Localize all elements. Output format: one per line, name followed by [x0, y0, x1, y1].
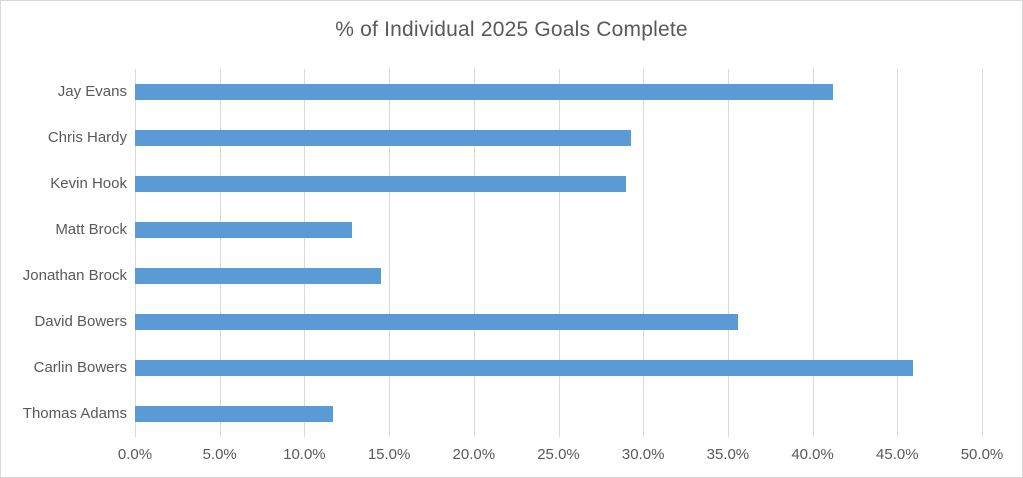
bar-thomas-adams[interactable]	[135, 406, 334, 422]
xtick-label-40.0%: 40.0%	[791, 446, 834, 463]
bar-carlin-bowers[interactable]	[135, 360, 913, 376]
bar-jonathan-brock[interactable]	[135, 268, 381, 284]
bar-kevin-hook[interactable]	[135, 176, 627, 192]
category-label-kevin-hook: Kevin Hook	[50, 175, 127, 192]
category-label-jonathan-brock: Jonathan Brock	[22, 267, 127, 284]
bar-matt-brock[interactable]	[135, 222, 352, 238]
xtick-label-15.0%: 15.0%	[367, 446, 411, 463]
category-label-david-bowers: David Bowers	[34, 313, 127, 330]
gridline-50.0%	[982, 69, 983, 437]
gridline-15.0%	[389, 69, 391, 437]
gridline-35.0%	[727, 69, 729, 437]
xtick-label-10.0%: 10.0%	[283, 446, 326, 463]
gridline-20.0%	[473, 69, 475, 437]
category-label-thomas-adams: Thomas Adams	[22, 405, 127, 422]
xtick-label-25.0%: 25.0%	[537, 446, 580, 463]
xtick-label-20.0%: 20.0%	[452, 446, 496, 463]
bar-david-bowers[interactable]	[135, 314, 739, 330]
gridline-45.0%	[897, 69, 899, 437]
gridline-0.0%	[135, 69, 136, 437]
xtick-label-35.0%: 35.0%	[706, 446, 750, 463]
gridline-40.0%	[812, 69, 814, 437]
chart-title: % of Individual 2025 Goals Complete	[335, 18, 688, 41]
xtick-label-50.0%: 50.0%	[960, 446, 1004, 463]
plot-area	[135, 69, 983, 437]
xtick-label-5.0%: 5.0%	[202, 446, 237, 463]
gridline-30.0%	[643, 69, 645, 437]
xtick-label-0.0%: 0.0%	[117, 446, 153, 463]
bar-chris-hardy[interactable]	[135, 130, 632, 146]
category-label-carlin-bowers: Carlin Bowers	[33, 359, 127, 376]
gridline-25.0%	[558, 69, 560, 437]
xtick-label-45.0%: 45.0%	[876, 446, 919, 463]
category-label-jay-evans: Jay Evans	[57, 83, 127, 100]
xtick-label-30.0%: 30.0%	[621, 446, 665, 463]
gridline-10.0%	[304, 69, 306, 437]
category-label-chris-hardy: Chris Hardy	[47, 129, 127, 146]
bar-jay-evans[interactable]	[135, 84, 833, 100]
category-label-matt-brock: Matt Brock	[55, 221, 127, 238]
gridline-5.0%	[219, 69, 221, 437]
